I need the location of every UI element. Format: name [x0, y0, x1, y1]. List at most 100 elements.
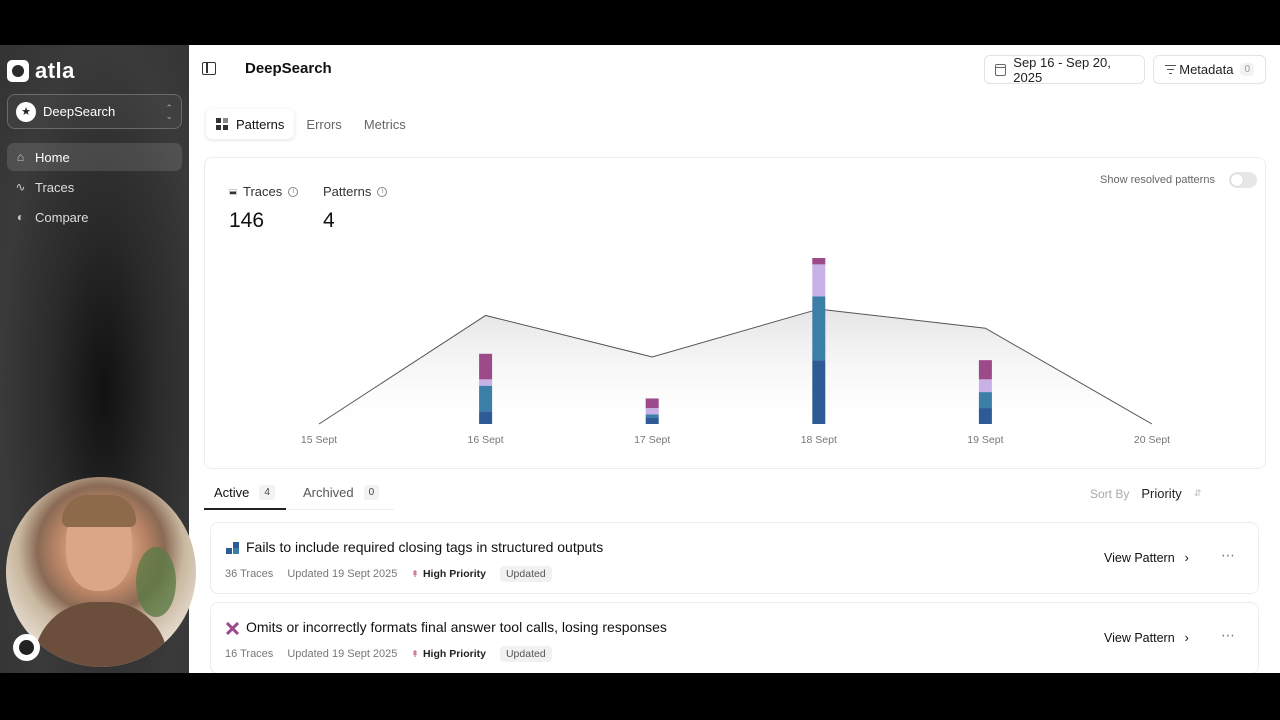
traces-icon: [229, 188, 237, 195]
traces-stat-value: 146: [229, 209, 265, 232]
person-hair: [62, 495, 136, 527]
priority-label: ↟ High Priority: [411, 568, 486, 580]
pattern-title: Fails to include required closing tags i…: [246, 539, 604, 555]
home-icon: ⌂: [16, 149, 25, 164]
view-tabs: Patterns Errors Metrics: [206, 108, 416, 140]
tab-count: 0: [363, 485, 380, 500]
chart-bar-segment[interactable]: [479, 353, 493, 380]
page-title: DeepSearch: [245, 60, 332, 77]
x-tick-label: 15 Sept: [301, 434, 337, 446]
patterns-icon: [216, 117, 229, 131]
metadata-count-badge: 0: [1240, 63, 1254, 76]
chart-bar-segment[interactable]: [479, 411, 493, 424]
tab-label: Active: [214, 485, 250, 500]
chart-bar-segment[interactable]: [812, 360, 826, 424]
sort-value: Priority: [1141, 486, 1182, 501]
chart-bar-segment[interactable]: [812, 264, 826, 297]
patterns-overview-card: 15 Sept 16 Sept 17 Sept 18 Sept 19 Sept 20 Se…: [204, 157, 1266, 469]
chart-bar-segment[interactable]: [978, 408, 992, 424]
priority-text: High Priority: [422, 568, 486, 580]
more-options-icon[interactable]: ⋯: [1221, 547, 1236, 563]
chart-bar-segment[interactable]: [479, 385, 493, 412]
calendar-icon: [995, 63, 1007, 76]
chart-bar-segment[interactable]: [978, 392, 992, 409]
pattern-meta: 36 Traces Updated 19 Sept 2025 ↟ High Pri…: [225, 566, 552, 582]
info-icon[interactable]: i: [288, 186, 299, 197]
tab-count: 4: [259, 485, 275, 500]
tab-errors[interactable]: Errors: [296, 109, 351, 139]
chart-bar-segment[interactable]: [812, 296, 826, 361]
tab-active[interactable]: Active 4: [214, 485, 275, 500]
chart-bar-segment[interactable]: [645, 414, 659, 418]
atla-logo-icon: [7, 60, 29, 82]
logo-text: atla: [35, 58, 75, 83]
priority-arrows-icon: ↟: [411, 648, 419, 659]
header: DeepSearch Sep 16 - Sep 20, 2025 Metadat…: [189, 45, 1280, 93]
x-tick-label: 20 Sept: [1134, 434, 1170, 446]
traces-icon: ∿: [15, 179, 26, 194]
chart-bar-segment[interactable]: [978, 379, 992, 393]
trace-volume-line: [318, 308, 1153, 425]
chevron-up-down-icon: ⇵: [1193, 488, 1202, 498]
list-item[interactable]: Fails to include required closing tags i…: [210, 522, 1259, 594]
compare-icon: ◐: [16, 209, 25, 224]
chart-bar-segment[interactable]: [645, 398, 659, 409]
tab-metrics[interactable]: Metrics: [354, 109, 416, 139]
view-pattern-button[interactable]: View Pattern ›: [1104, 631, 1189, 645]
trace-count: 16 Traces: [225, 648, 274, 660]
sidebar-item-traces[interactable]: ∿ Traces: [7, 173, 182, 201]
chart-bar-segment[interactable]: [978, 360, 992, 380]
list-tabs: Active 4 Archived 0: [204, 480, 394, 510]
list-item[interactable]: Omits or incorrectly formats final answe…: [210, 602, 1259, 673]
pattern-title: Omits or incorrectly formats final answe…: [246, 619, 667, 635]
date-range-label: Sep 16 - Sep 20, 2025: [1013, 54, 1111, 85]
chevron-up-down-icon: ⌃ ⌄: [165, 102, 173, 121]
project-switcher[interactable]: ★ DeepSearch ⌃ ⌄: [7, 94, 182, 129]
info-icon[interactable]: i: [377, 186, 388, 197]
chart-bar-segment[interactable]: [645, 408, 659, 415]
pattern-cross-icon: [226, 622, 239, 635]
status-badge: Updated: [499, 566, 552, 582]
pattern-blocks-icon: [226, 542, 239, 554]
tab-label: Errors: [306, 116, 342, 132]
show-resolved-toggle[interactable]: [1228, 172, 1257, 188]
metadata-label: Metadata: [1179, 62, 1234, 77]
patterns-stat: Patterns i 4: [323, 184, 388, 233]
x-tick-label: 16 Sept: [467, 434, 503, 446]
sort-control[interactable]: Sort By Priority ⇵: [1090, 486, 1201, 501]
letterbox-top: [0, 0, 1280, 45]
tab-label: Metrics: [363, 116, 406, 132]
sidebar-item-label: Compare: [35, 209, 89, 225]
metadata-filter-button[interactable]: Metadata 0: [1153, 55, 1266, 84]
tab-patterns[interactable]: Patterns: [206, 109, 295, 139]
logo[interactable]: atla: [7, 58, 75, 84]
more-options-icon[interactable]: ⋯: [1221, 627, 1236, 643]
show-resolved-label: Show resolved patterns: [1100, 174, 1215, 186]
view-pattern-button[interactable]: View Pattern ›: [1104, 551, 1189, 565]
priority-label: ↟ High Priority: [411, 648, 486, 660]
tab-archived[interactable]: Archived 0: [303, 485, 380, 500]
sidebar-item-home[interactable]: ⌂ Home: [7, 143, 182, 171]
sidebar-nav: ⌂ Home ∿ Traces ◐ Compare: [7, 143, 182, 233]
webcam-overlay: [6, 477, 196, 667]
chart-bar-segment[interactable]: [479, 379, 493, 386]
sidebar-item-compare[interactable]: ◐ Compare: [7, 203, 182, 231]
x-tick-label: 18 Sept: [801, 434, 837, 446]
status-badge: Updated: [499, 646, 552, 662]
x-tick-label: 17 Sept: [634, 434, 670, 446]
main-content: DeepSearch Sep 16 - Sep 20, 2025 Metadat…: [189, 45, 1280, 673]
updated-date: Updated 19 Sept 2025: [287, 568, 398, 580]
chart-bar-segment[interactable]: [645, 417, 659, 424]
sidebar-item-label: Traces: [35, 179, 75, 195]
chart-bar-segment[interactable]: [812, 258, 826, 265]
chevron-right-icon: ›: [1184, 551, 1189, 565]
priority-arrows-icon: ↟: [411, 568, 419, 579]
traces-stat: Traces i 146: [229, 184, 299, 233]
tab-label: Archived: [303, 485, 354, 500]
sort-label: Sort By: [1090, 486, 1130, 501]
sidebar-toggle-icon[interactable]: [202, 62, 216, 75]
priority-text: High Priority: [422, 648, 486, 660]
date-range-button[interactable]: Sep 16 - Sep 20, 2025: [984, 54, 1145, 85]
letterbox-bottom: [0, 673, 1280, 720]
patterns-chart: 15 Sept 16 Sept 17 Sept 18 Sept 19 Sept 20 Se…: [301, 258, 1170, 446]
